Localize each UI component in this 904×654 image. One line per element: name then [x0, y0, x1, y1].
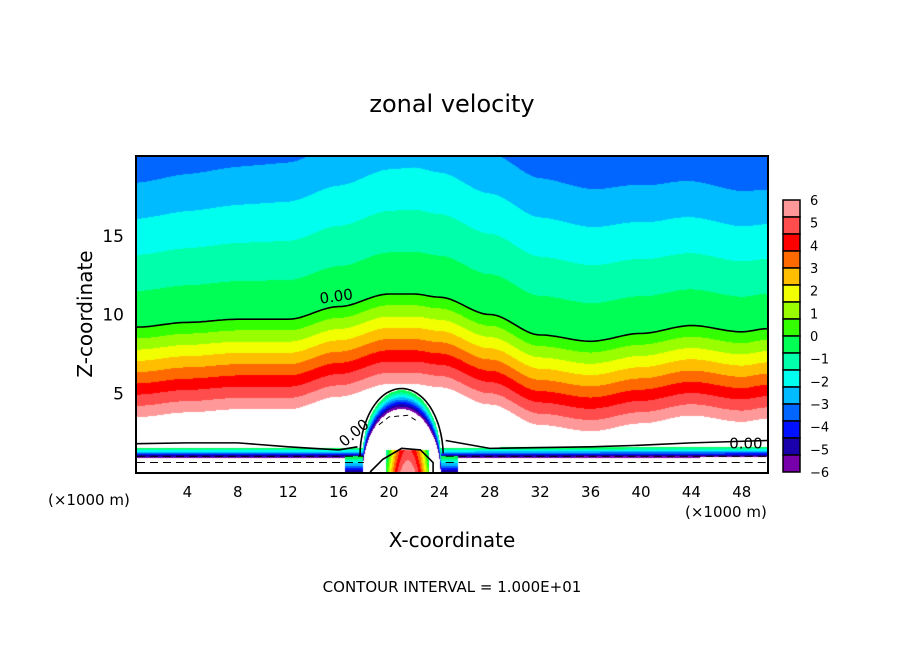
colorbar-tick-label: 3: [810, 262, 818, 277]
x-tick-label: 28: [480, 483, 499, 501]
colorbar-tick-label: 5: [810, 217, 818, 232]
y-tick-label: 15: [102, 227, 124, 247]
colorbar-tick-label: −4: [810, 421, 829, 436]
y-unit-label: (×1000 m): [48, 491, 130, 509]
colorbar-swatch: [782, 369, 801, 388]
x-axis-tick-labels: 4 8 12 16 20 24 28 32 36 40 44 48: [183, 483, 752, 501]
x-tick-label: 48: [732, 483, 751, 501]
chart-title: zonal velocity: [369, 90, 534, 118]
colorbar-swatch: [782, 318, 801, 337]
y-axis-tick-labels: 5 10 15: [102, 227, 124, 405]
colorbar-swatch: [782, 301, 801, 320]
colorbar-tick-labels: 6 5 4 3 2 1 0 −1 −2 −3 −4 −5 −6: [810, 194, 829, 481]
colorbar-tick-label: −6: [810, 466, 829, 481]
y-tick-label: 10: [102, 306, 124, 326]
colorbar-tick-label: −2: [810, 375, 829, 390]
colorbar-tick-label: 4: [810, 239, 818, 254]
x-tick-label: 12: [279, 483, 298, 501]
colorbar-swatch: [782, 403, 801, 422]
colorbar: [782, 199, 801, 473]
colorbar-swatch: [782, 233, 801, 252]
colorbar-swatch: [782, 335, 801, 354]
x-tick-label: 40: [631, 483, 650, 501]
colorbar-tick-label: 1: [810, 307, 818, 322]
colorbar-swatch: [782, 267, 801, 286]
colorbar-swatch: [782, 386, 801, 405]
contour-field: [137, 157, 767, 472]
colorbar-swatch: [782, 250, 801, 269]
colorbar-swatch: [782, 420, 801, 439]
x-tick-label: 36: [581, 483, 600, 501]
contour-interval-footer: CONTOUR INTERVAL = 1.000E+01: [323, 578, 582, 596]
x-unit-label: (×1000 m): [685, 503, 767, 521]
colorbar-tick-label: 6: [810, 194, 818, 209]
x-tick-label: 8: [233, 483, 243, 501]
y-axis-label: Z-coordinate: [73, 250, 97, 377]
colorbar-tick-label: −5: [810, 443, 829, 458]
x-tick-label: 32: [531, 483, 550, 501]
x-tick-label: 24: [430, 483, 449, 501]
colorbar-swatch: [782, 437, 801, 456]
x-tick-label: 16: [329, 483, 348, 501]
colorbar-tick-label: 2: [810, 285, 818, 300]
colorbar-swatch: [782, 199, 801, 218]
x-tick-label: 20: [379, 483, 398, 501]
colorbar-tick-label: −3: [810, 398, 829, 413]
x-tick-label: 4: [183, 483, 193, 501]
colorbar-tick-label: 0: [810, 330, 818, 345]
colorbar-swatch: [782, 216, 801, 235]
colorbar-swatch: [782, 352, 801, 371]
colorbar-swatch: [782, 454, 801, 473]
y-tick-label: 5: [113, 384, 124, 404]
x-axis-label: X-coordinate: [389, 528, 516, 552]
colorbar-tick-label: −1: [810, 353, 829, 368]
x-tick-label: 44: [682, 483, 701, 501]
colorbar-swatch: [782, 284, 801, 303]
